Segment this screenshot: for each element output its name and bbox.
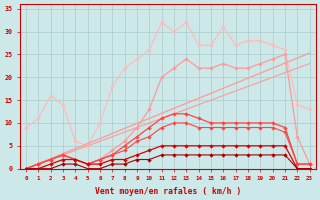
X-axis label: Vent moyen/en rafales ( km/h ): Vent moyen/en rafales ( km/h ) bbox=[95, 187, 241, 196]
